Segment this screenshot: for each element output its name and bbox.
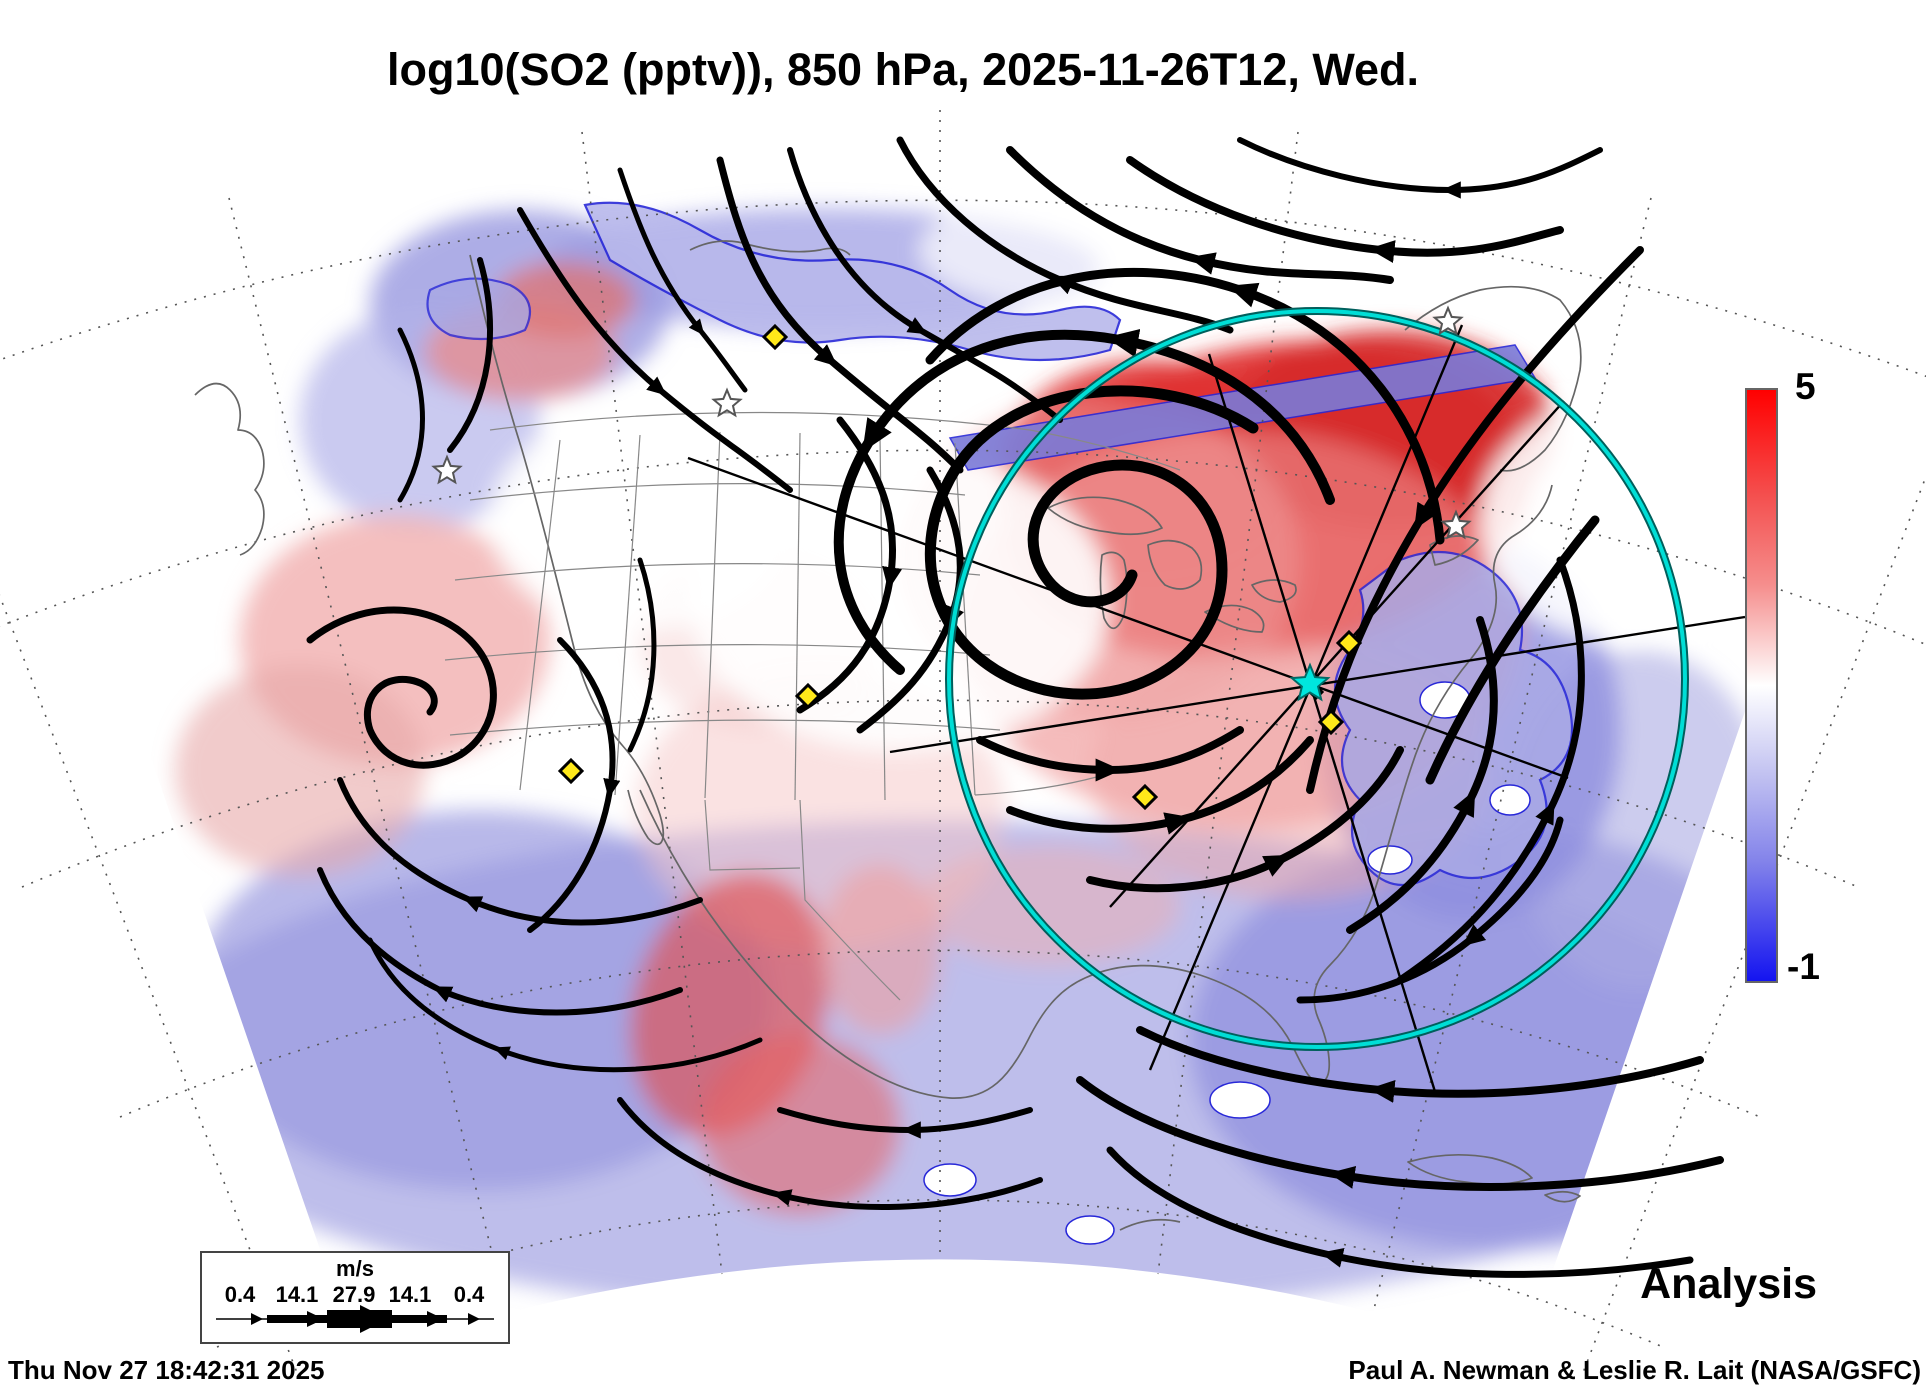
colorbar xyxy=(1745,388,1778,983)
volcano-star-icon xyxy=(711,387,743,418)
wind-speed-label: 0.4 xyxy=(224,1282,256,1307)
great-circle-line xyxy=(1109,400,1565,908)
page-title: log10(SO2 (pptv)), 850 hPa, 2025-11-26T1… xyxy=(386,44,1420,95)
map-markers-layer xyxy=(431,305,1746,1096)
range-ring xyxy=(947,309,1687,1049)
site-diamond-icon xyxy=(1131,783,1159,811)
site-diamond-icon xyxy=(557,757,585,785)
volcano-star-icon xyxy=(431,454,463,485)
credit-text: Paul A. Newman & Leslie R. Lait (NASA/GS… xyxy=(1348,1355,1921,1385)
wind-speed-legend: m/s 0.4 14.1 27.9 14.1 0.4 xyxy=(200,1251,510,1344)
site-diamond-icon xyxy=(1317,708,1345,736)
wind-speed-label: 14.1 xyxy=(275,1282,319,1307)
analysis-label: Analysis xyxy=(1640,1260,1817,1308)
great-circle-line xyxy=(1148,324,1464,1071)
wind-speed-label: 14.1 xyxy=(388,1282,432,1307)
colorbar-min-label: -1 xyxy=(1787,946,1820,987)
generation-timestamp: Thu Nov 27 18:42:31 2025 xyxy=(8,1355,325,1385)
site-diamond-icon xyxy=(761,323,789,351)
colorbar-max-label: 5 xyxy=(1795,366,1816,407)
wind-arrow-scale xyxy=(216,1305,494,1333)
site-diamond-icon xyxy=(794,682,822,710)
volcano-star-icon xyxy=(1432,305,1464,336)
event-star-icon xyxy=(1289,662,1331,702)
volcano-star-icon xyxy=(1440,509,1472,540)
clean-holes xyxy=(923,681,1531,1245)
streamline-layer xyxy=(306,136,1724,1278)
wind-speed-label: 27.9 xyxy=(332,1282,376,1307)
site-diamond-icon xyxy=(1335,629,1363,657)
great-circle-line xyxy=(687,456,1569,780)
wind-speed-label: 0.4 xyxy=(453,1282,485,1307)
wind-units-label: m/s xyxy=(336,1256,374,1281)
